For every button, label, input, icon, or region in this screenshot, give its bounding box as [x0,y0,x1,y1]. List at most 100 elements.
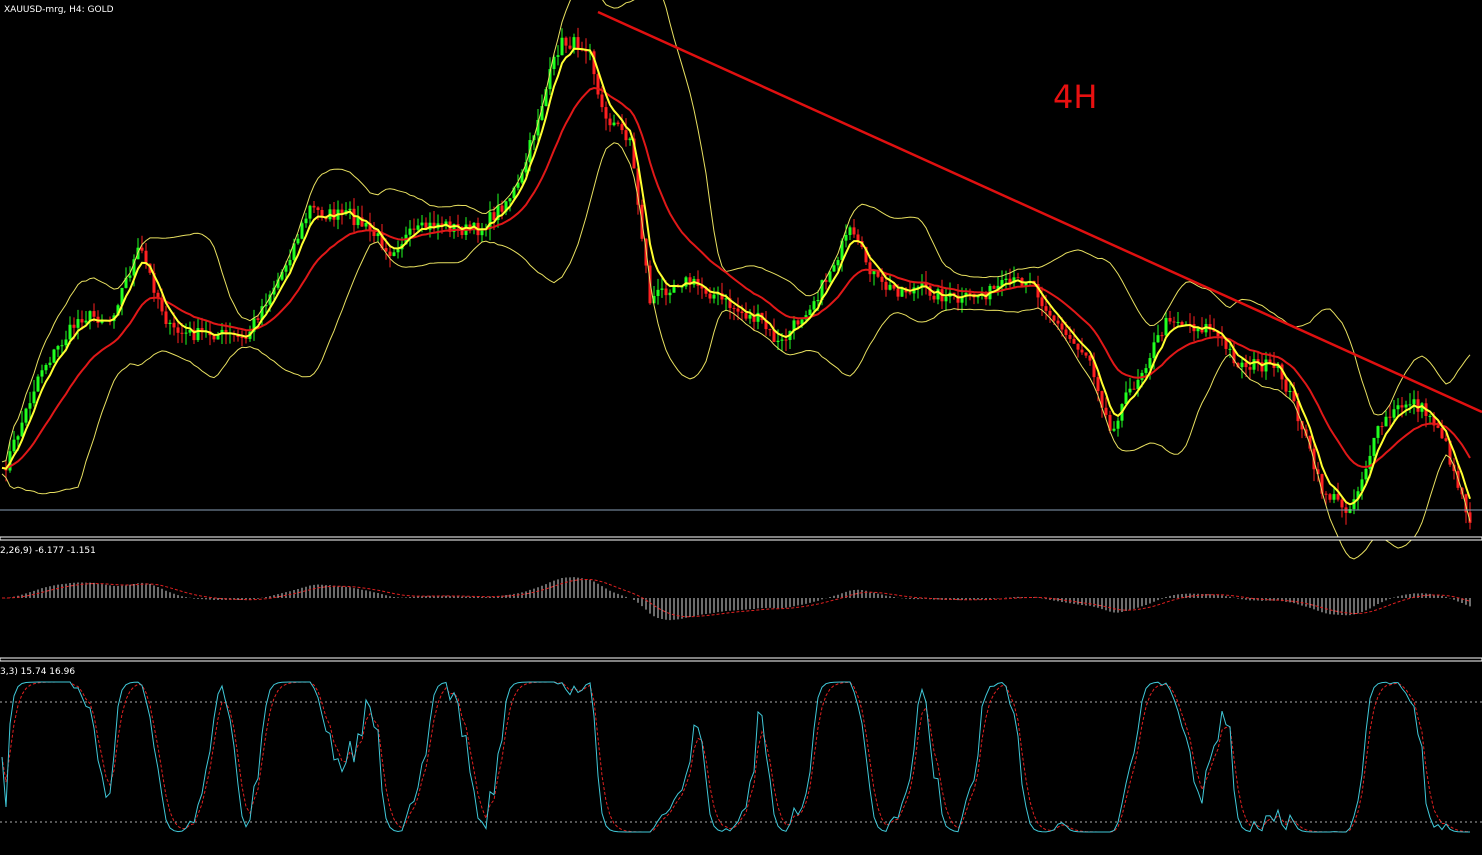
candle-body [1160,335,1164,337]
candle-body [1420,403,1424,412]
candle-body [1236,363,1240,368]
candle-body [1128,388,1132,393]
candle-body [668,292,672,296]
candle-body [132,259,136,276]
candle-body [360,217,364,227]
candle-body [296,238,300,244]
candle-body [1268,359,1272,363]
candle-body [1264,359,1268,372]
candle-body [1072,338,1076,344]
candle-body [1364,468,1368,480]
candle-body [880,276,884,282]
candle-body [1024,282,1028,287]
candle-body [1060,323,1064,330]
candle-body [1384,416,1388,427]
candle-body [1180,322,1184,325]
candle-body [1000,280,1004,286]
fast-ma [1,47,1471,506]
candle-body [140,247,144,251]
candle-body [604,107,608,119]
candle-body [260,306,264,320]
candle-body [500,205,504,212]
candle-body [1464,494,1468,513]
candle-body [1260,362,1264,372]
candle-body [736,308,740,312]
symbol-label: XAUUSD-mrg, H4: GOLD [4,5,114,15]
candle-body [552,56,556,70]
candle-body [160,298,164,312]
candle-body [1432,415,1436,426]
candle-body [708,293,712,299]
candle-body [1356,491,1360,500]
candle-body [1092,360,1096,378]
candle-body [600,94,604,108]
candle-body [412,228,416,230]
candle-body [68,324,72,340]
candle-body [1324,493,1328,495]
stochastic-label: 3,3) 15.74 16.96 [0,667,75,677]
candle-body [796,320,800,325]
candle-body [1256,359,1260,363]
candle-body [1040,297,1044,307]
candle-body [1052,315,1056,321]
candle-body [1288,390,1292,392]
candle-body [388,251,392,256]
candle-body [1284,379,1288,392]
candle-body [1144,368,1148,373]
candle-body [864,246,868,263]
candle-body [44,364,48,371]
stoch-signal [1,681,1471,833]
candle-body [316,207,320,211]
candle-body [320,210,324,218]
candle-body [1124,392,1128,405]
candle-body [272,287,276,295]
candle-body [628,138,632,141]
candle-body [496,205,500,221]
candle-body [1176,322,1180,324]
candle-body [1064,329,1068,335]
candle-body [392,252,396,256]
candle-body [1080,349,1084,353]
candle-body [544,89,548,106]
candle-body [1016,277,1020,279]
candle-body [340,209,344,215]
candle-body [152,272,156,293]
candle-body [780,339,784,341]
panel-separator [0,536,1482,541]
candle-body [1096,377,1100,392]
candle-body [1208,324,1212,330]
candle-body [576,37,580,50]
candle-body [1004,278,1008,281]
candle-body [244,337,248,339]
candle-body [12,439,16,452]
candle-body [548,69,552,90]
candle-body [520,172,524,183]
candle-body [84,320,88,323]
candle-body [60,345,64,347]
candle-body [16,436,20,440]
candle-body [192,329,196,341]
candle-body [752,314,756,322]
candle-body [908,292,912,294]
candle-body [684,277,688,287]
candle-body [916,286,920,288]
price-panel [1,0,1472,560]
candle-body [700,285,704,289]
candle-body [596,74,600,95]
candle-body [1448,440,1452,465]
candle-body [440,223,444,227]
candle-body [832,265,836,272]
candle-body [20,422,24,437]
candle-body [1228,348,1232,350]
candle-body [376,233,380,237]
candle-body [516,182,520,188]
candle-body [1164,317,1168,336]
candle-body [128,275,132,278]
candle-body [612,122,616,126]
candle-body [408,228,412,235]
candle-body [120,287,124,306]
candle-body [868,262,872,275]
candle-body [196,328,200,341]
